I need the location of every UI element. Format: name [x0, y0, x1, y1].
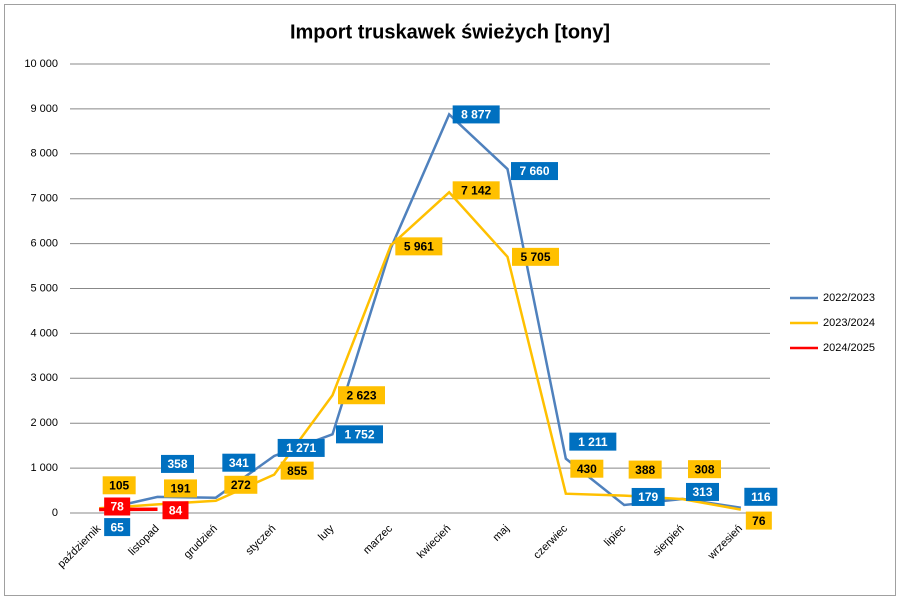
y-tick-label: 9 000 — [30, 103, 58, 115]
data-label-box — [280, 461, 314, 480]
data-label-box — [512, 247, 559, 266]
data-label-box — [452, 105, 500, 124]
data-label: 78 — [104, 497, 131, 516]
data-label: 2 623 — [338, 386, 385, 405]
data-label-box — [631, 487, 665, 506]
data-label: 65 — [104, 518, 131, 537]
data-label: 105 — [102, 476, 136, 495]
data-label-text: 5 705 — [520, 250, 550, 264]
data-label-text: 191 — [170, 482, 190, 496]
data-label-text: 855 — [287, 464, 307, 478]
data-label: 191 — [164, 479, 197, 498]
data-label-box — [745, 511, 772, 530]
y-tick-label: 6 000 — [30, 238, 58, 250]
data-label: 358 — [161, 454, 194, 473]
data-label-text: 1 271 — [286, 441, 316, 455]
data-label: 7 660 — [511, 162, 558, 181]
data-label-box — [161, 454, 194, 473]
data-label-text: 7 142 — [461, 183, 491, 197]
data-label-box — [102, 476, 136, 495]
data-label: 5 705 — [512, 247, 559, 266]
data-label: 5 961 — [395, 237, 443, 256]
data-label: 430 — [570, 459, 604, 478]
data-label-box — [686, 482, 719, 501]
data-label-text: 430 — [577, 462, 597, 476]
legend-label: 2023/2024 — [823, 317, 875, 329]
data-label: 341 — [222, 453, 256, 472]
y-tick-label: 0 — [52, 507, 58, 519]
data-label-text: 5 961 — [404, 240, 434, 254]
data-label-box — [452, 181, 500, 200]
data-label-text: 65 — [110, 520, 124, 534]
data-label-box — [104, 518, 131, 537]
data-label: 116 — [744, 487, 778, 506]
data-label-text: 76 — [752, 514, 766, 528]
data-label-box — [222, 453, 256, 472]
data-label-text: 358 — [167, 457, 187, 471]
data-label-box — [104, 497, 131, 516]
y-tick-label: 2 000 — [30, 417, 58, 429]
y-tick-label: 10 000 — [24, 58, 58, 70]
data-label-text: 388 — [635, 463, 655, 477]
y-tick-label: 4 000 — [30, 327, 58, 339]
data-label-box — [744, 487, 778, 506]
data-label: 313 — [686, 482, 719, 501]
data-label-text: 341 — [229, 456, 249, 470]
data-label-box — [570, 459, 604, 478]
data-label: 1 271 — [277, 438, 325, 457]
data-label-text: 1 752 — [344, 428, 374, 442]
data-label-text: 84 — [169, 503, 183, 517]
data-label-box — [224, 475, 258, 494]
data-label-text: 8 877 — [461, 108, 491, 122]
data-label: 1 211 — [569, 432, 617, 451]
data-label: 8 877 — [452, 105, 500, 124]
data-label-box — [162, 501, 189, 520]
data-label: 855 — [280, 461, 314, 480]
y-tick-label: 5 000 — [30, 282, 58, 294]
y-tick-label: 1 000 — [30, 462, 58, 474]
data-label-text: 308 — [694, 462, 714, 476]
data-label: 76 — [745, 511, 772, 530]
y-tick-label: 8 000 — [30, 148, 58, 160]
data-label-text: 1 211 — [578, 435, 608, 449]
data-label-box — [628, 460, 662, 479]
data-label-box — [688, 460, 721, 479]
data-label: 84 — [162, 501, 189, 520]
data-label: 7 142 — [452, 181, 500, 200]
data-label: 1 752 — [336, 425, 383, 444]
y-tick-label: 7 000 — [30, 193, 58, 205]
data-label-box — [395, 237, 443, 256]
data-label-box — [164, 479, 197, 498]
data-label-box — [569, 432, 617, 451]
y-tick-label: 3 000 — [30, 372, 58, 384]
data-label-box — [338, 386, 385, 405]
data-label-box — [277, 438, 325, 457]
data-label: 179 — [631, 487, 665, 506]
data-label-text: 179 — [638, 490, 658, 504]
data-label-box — [336, 425, 383, 444]
data-label-text: 272 — [231, 478, 251, 492]
legend-label: 2022/2023 — [823, 292, 875, 304]
data-label-text: 7 660 — [519, 164, 549, 178]
data-label: 388 — [628, 460, 662, 479]
data-label: 308 — [688, 460, 721, 479]
data-label-text: 313 — [692, 485, 712, 499]
data-label: 272 — [224, 475, 258, 494]
data-label-box — [511, 162, 558, 181]
legend-label: 2024/2025 — [823, 342, 875, 354]
data-label-text: 2 623 — [346, 388, 376, 402]
data-label-text: 78 — [110, 500, 124, 514]
data-label-text: 105 — [109, 478, 129, 492]
chart-title: Import truskawek świeżych [tony] — [290, 21, 610, 43]
data-label-text: 116 — [751, 490, 771, 504]
